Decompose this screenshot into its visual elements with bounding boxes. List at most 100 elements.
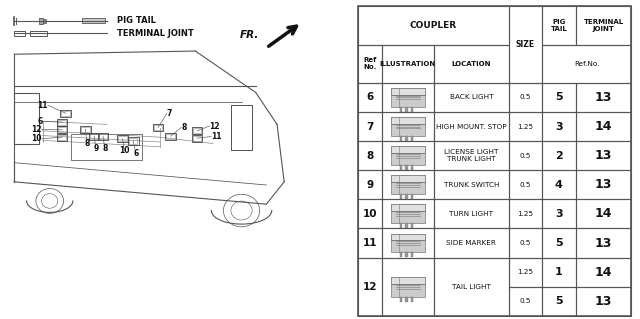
Bar [576, 112, 632, 141]
Text: LOCATION: LOCATION [451, 61, 491, 67]
Bar [391, 175, 425, 194]
Bar [193, 136, 202, 141]
Text: PIG
TAIL: PIG TAIL [550, 19, 567, 32]
Bar [44, 19, 46, 23]
Bar [57, 126, 67, 133]
Bar [509, 199, 541, 228]
Text: 8: 8 [84, 139, 90, 148]
Text: 12: 12 [209, 122, 220, 130]
Text: TERMINAL
JOINT: TERMINAL JOINT [584, 19, 624, 32]
Bar [576, 141, 632, 170]
Text: 11: 11 [211, 132, 222, 141]
Bar [411, 194, 413, 199]
Text: 0.5: 0.5 [520, 182, 531, 188]
Text: SIZE: SIZE [516, 40, 535, 49]
Bar [509, 170, 541, 199]
Text: 10: 10 [31, 134, 42, 143]
Bar [509, 287, 541, 316]
Bar [411, 223, 413, 228]
Text: 0.5: 0.5 [520, 94, 531, 100]
Text: 2: 2 [555, 151, 563, 161]
Bar [399, 136, 403, 141]
Bar [358, 112, 382, 141]
Text: 14: 14 [595, 207, 612, 220]
Bar [541, 170, 576, 199]
Text: 0.5: 0.5 [520, 298, 531, 304]
Bar [117, 135, 128, 142]
Bar [399, 252, 403, 257]
Text: 8: 8 [181, 123, 186, 132]
Text: 13: 13 [595, 149, 612, 162]
Bar [509, 141, 541, 170]
Text: FR.: FR. [240, 30, 259, 40]
Bar [80, 126, 91, 133]
Bar [391, 204, 425, 223]
Bar [541, 258, 576, 287]
Bar [129, 138, 138, 144]
Bar [391, 234, 425, 253]
Bar [382, 141, 433, 170]
Text: 6: 6 [37, 117, 43, 126]
Bar [166, 134, 175, 139]
Text: 13: 13 [595, 91, 612, 104]
Text: 0.5: 0.5 [520, 153, 531, 159]
Bar [391, 117, 425, 136]
Bar [399, 223, 403, 228]
Bar [411, 136, 413, 141]
Text: 1.25: 1.25 [517, 269, 533, 275]
Bar [405, 136, 408, 141]
Text: 1.25: 1.25 [517, 123, 533, 130]
Bar [433, 258, 509, 316]
Bar [60, 110, 71, 117]
Text: 5: 5 [555, 296, 563, 306]
Bar [81, 127, 90, 132]
Bar [576, 83, 632, 112]
Text: 13: 13 [595, 295, 612, 308]
Bar [98, 133, 108, 140]
Text: 13: 13 [595, 178, 612, 191]
Bar [153, 124, 163, 131]
Bar [433, 141, 509, 170]
Bar [541, 141, 576, 170]
Bar [399, 297, 403, 302]
Text: 9: 9 [367, 180, 374, 190]
Bar [57, 134, 67, 141]
Text: 1: 1 [555, 267, 563, 277]
Bar [433, 199, 509, 228]
Bar [358, 45, 382, 83]
Bar [509, 6, 541, 83]
Bar [391, 88, 425, 107]
Bar [405, 107, 408, 112]
Text: 7: 7 [367, 122, 374, 132]
Bar [154, 125, 163, 130]
Text: 3: 3 [555, 209, 563, 219]
Bar [391, 146, 425, 165]
Bar [391, 277, 425, 297]
Bar [433, 170, 509, 199]
Bar [405, 223, 408, 228]
Bar [358, 141, 382, 170]
Bar [165, 133, 176, 140]
Text: BACK LIGHT: BACK LIGHT [449, 94, 493, 100]
Bar [382, 45, 433, 83]
Bar [90, 134, 99, 139]
Bar [433, 112, 509, 141]
Bar [541, 112, 576, 141]
Bar [391, 234, 425, 240]
Bar [433, 228, 509, 258]
Bar [509, 112, 541, 141]
Bar [382, 228, 433, 258]
Bar [391, 88, 425, 95]
Bar [405, 194, 408, 199]
Bar [576, 258, 632, 287]
Bar [382, 170, 433, 199]
Text: 4: 4 [555, 180, 563, 190]
Bar [391, 277, 425, 284]
Bar [58, 120, 67, 125]
Text: 11: 11 [38, 101, 48, 110]
Bar [576, 228, 632, 258]
Bar [128, 137, 138, 145]
Text: HIGH MOUNT. STOP: HIGH MOUNT. STOP [436, 123, 507, 130]
Bar [358, 258, 382, 316]
Bar [358, 6, 509, 45]
